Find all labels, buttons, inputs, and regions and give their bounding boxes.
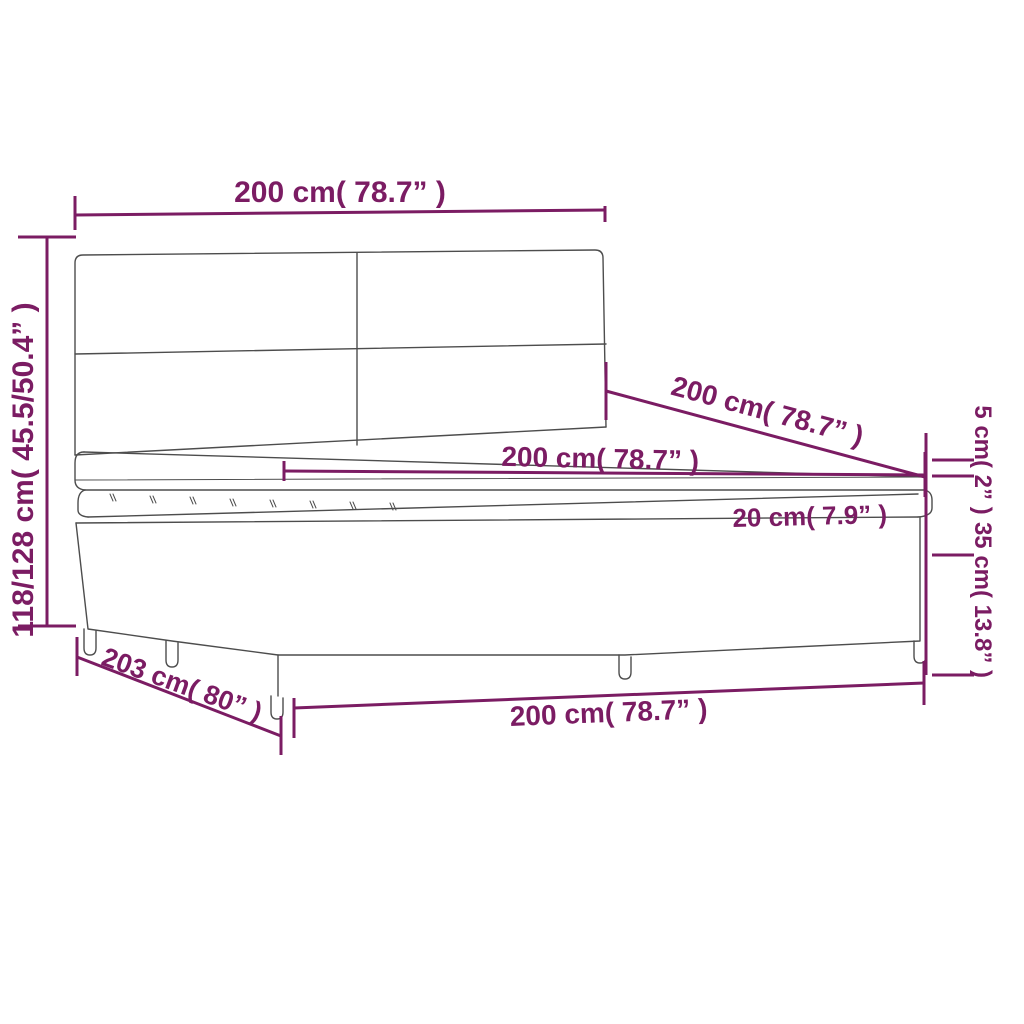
svg-text:200 cm( 78.7” ): 200 cm( 78.7” )	[501, 441, 699, 476]
svg-text:118/128 cm( 45.5/50.4” ): 118/128 cm( 45.5/50.4” )	[7, 302, 40, 637]
svg-text:200 cm( 78.7” ): 200 cm( 78.7” )	[234, 176, 446, 209]
svg-text:20 cm( 7.9” ): 20 cm( 7.9” )	[732, 499, 887, 533]
svg-text:5 cm( 2” ): 5 cm( 2” )	[969, 405, 996, 514]
svg-text:35 cm( 13.8” ): 35 cm( 13.8” )	[969, 522, 996, 678]
